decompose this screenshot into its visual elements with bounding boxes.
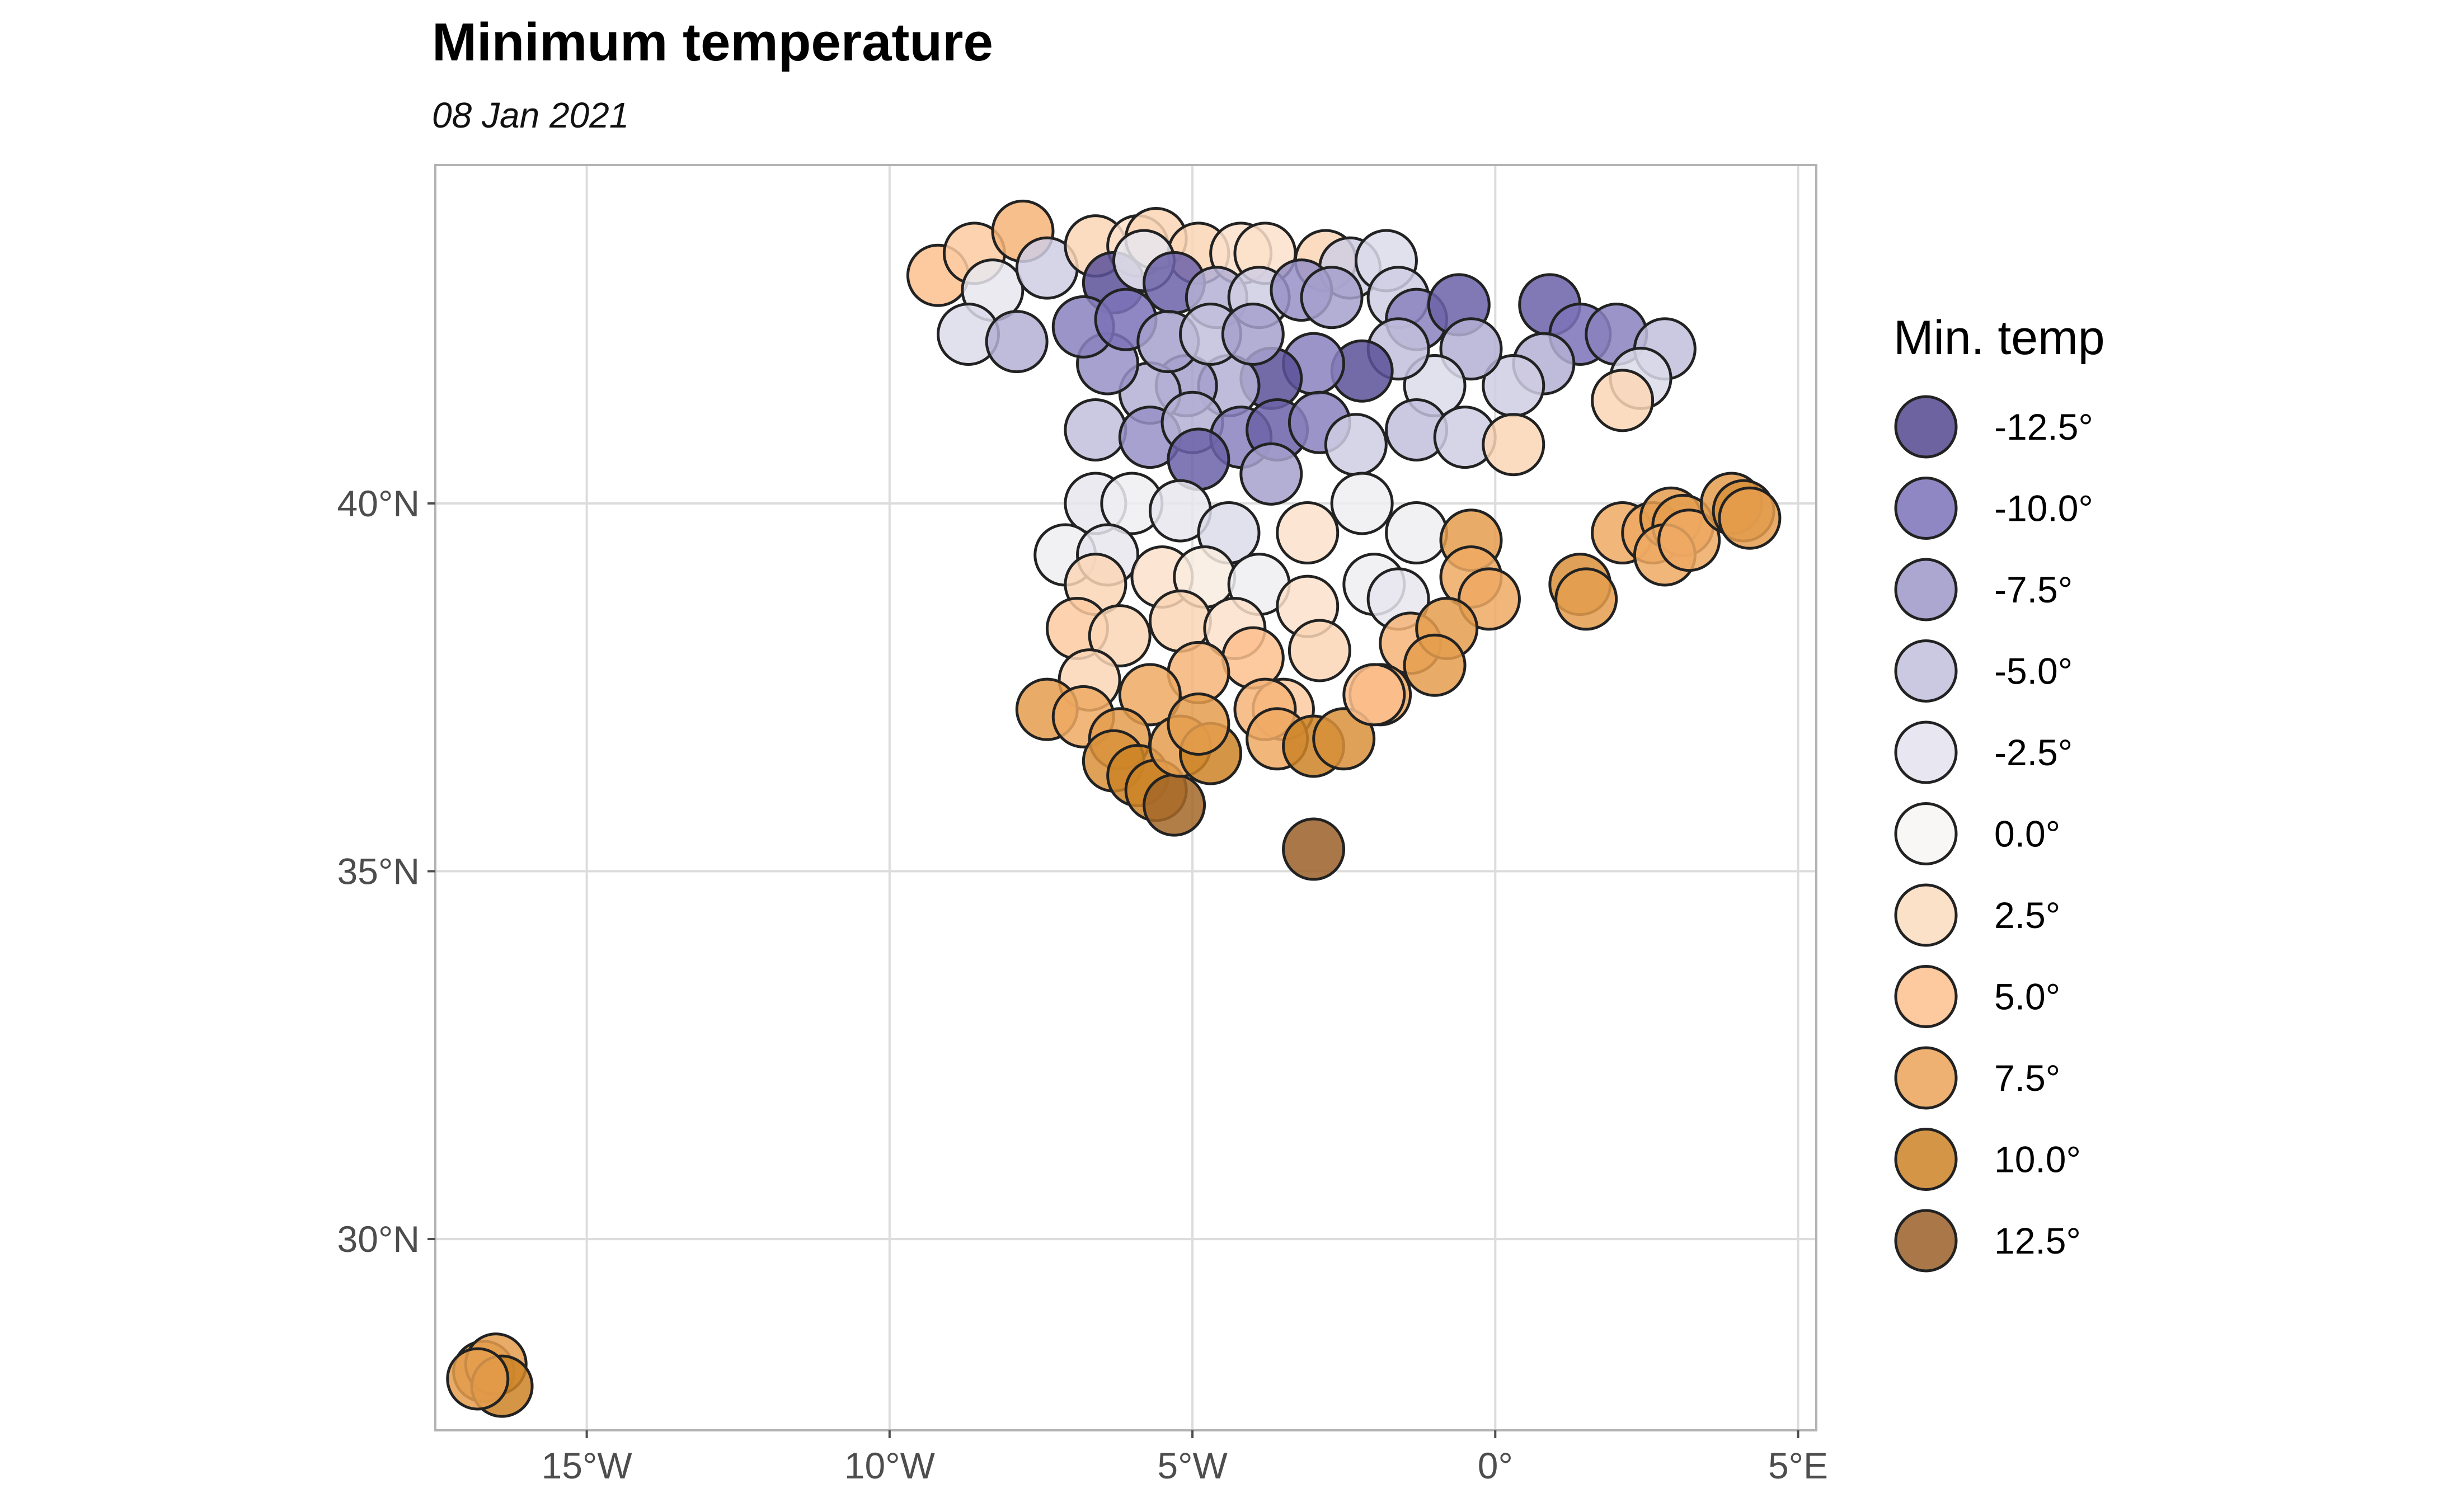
station-point [1657, 508, 1721, 572]
legend-key [1894, 558, 1958, 621]
station-point [1312, 707, 1376, 771]
station-point [1064, 398, 1127, 461]
legend-key [1894, 639, 1958, 703]
legend: Min. temp -12.5° -10.0° -7.5° -5.0° -2.5° 0.0… [1893, 311, 2105, 1273]
station-point [1288, 619, 1351, 682]
x-tick-label: 15°W [542, 1445, 633, 1486]
station-point [1591, 369, 1655, 432]
legend-key [1894, 1128, 1958, 1191]
station-point [1239, 442, 1303, 506]
legend-key [1894, 883, 1958, 947]
station-point [446, 1347, 510, 1411]
chart-title: Minimum temperature [432, 12, 993, 72]
legend-label: -7.5° [1994, 569, 2073, 610]
legend-key [1894, 802, 1958, 865]
station-point [1330, 472, 1394, 535]
x-tick-label: 5°E [1768, 1445, 1828, 1486]
station-point [1143, 773, 1206, 837]
station-point [1554, 567, 1618, 631]
legend-label: 10.0° [1994, 1139, 2081, 1180]
x-tick-label: 0° [1478, 1445, 1513, 1486]
station-point [1403, 633, 1467, 697]
legend-label: 5.0° [1994, 976, 2060, 1018]
legend-title: Min. temp [1893, 311, 2105, 365]
legend-label: 2.5° [1994, 894, 2060, 936]
chart-subtitle: 08 Jan 2021 [432, 95, 629, 135]
y-tick-label: 30°N [337, 1218, 420, 1260]
y-tick-label: 35°N [337, 851, 420, 892]
legend-key [1894, 1046, 1958, 1110]
station-point [1482, 413, 1545, 477]
legend-label: -10.0° [1994, 488, 2093, 529]
x-tick-label: 10°W [844, 1445, 936, 1486]
station-point [1276, 501, 1340, 565]
station-point [1342, 663, 1406, 727]
station-point [1300, 266, 1364, 329]
station-point [1221, 302, 1285, 366]
station-points [446, 199, 1782, 1418]
station-point [1718, 486, 1782, 550]
legend-entries: -12.5° -10.0° -7.5° -5.0° -2.5° 0.0° 2.5° 5.0° 7… [1894, 395, 2093, 1273]
legend-key [1894, 965, 1958, 1028]
y-tick-label: 40°N [337, 483, 420, 524]
legend-label: 12.5° [1994, 1220, 2081, 1261]
station-point [1221, 626, 1285, 690]
legend-label: -12.5° [1994, 406, 2093, 448]
legend-key [1894, 720, 1958, 784]
legend-label: 7.5° [1994, 1057, 2060, 1099]
plot-panel-border [434, 164, 1817, 1431]
station-point [1324, 413, 1388, 477]
legend-label: -2.5° [1994, 732, 2073, 773]
station-point [1385, 501, 1449, 565]
station-point [1088, 604, 1152, 668]
station-point [1282, 817, 1346, 881]
legend-label: 0.0° [1994, 813, 2060, 855]
x-tick-label: 5°W [1157, 1445, 1228, 1486]
legend-key [1894, 395, 1958, 459]
x-axis-ticks: 15°W 10°W 5°W 0° 5°E [542, 1430, 1828, 1486]
legend-label: -5.0° [1994, 651, 2073, 692]
legend-key [1894, 477, 1958, 540]
station-point [1167, 692, 1230, 756]
y-axis-ticks: 30°N 35°N 40°N [337, 483, 435, 1260]
legend-key [1894, 1209, 1958, 1273]
station-point [1118, 663, 1182, 727]
station-point [985, 310, 1049, 374]
